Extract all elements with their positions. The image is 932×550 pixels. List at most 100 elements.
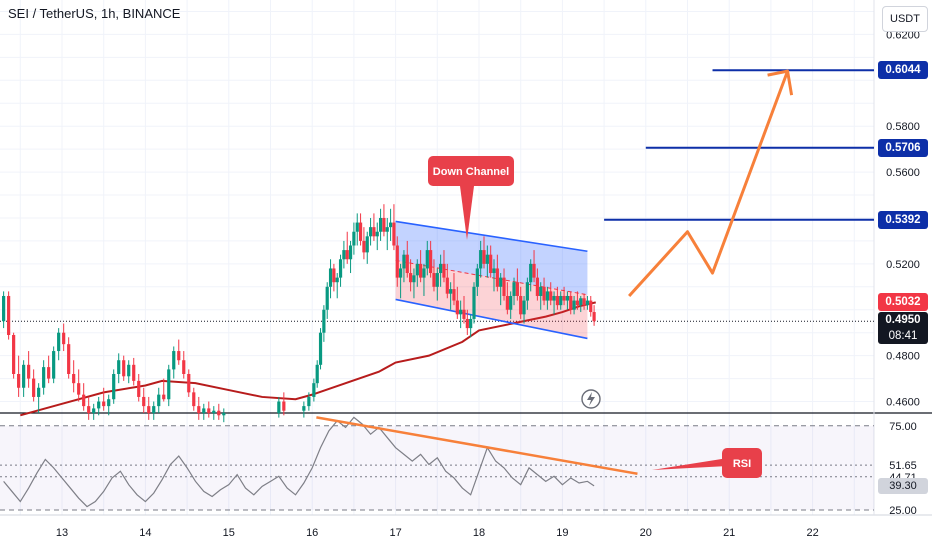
- candle-body: [462, 309, 466, 319]
- candle-body: [187, 373, 191, 393]
- rsi-callout-label: RSI: [733, 458, 751, 470]
- candle-body: [12, 334, 16, 374]
- candle-body: [67, 344, 71, 374]
- candle-body: [322, 309, 326, 333]
- time-tick-label: 14: [139, 527, 151, 539]
- candle-body: [47, 367, 51, 379]
- axes: 0.6200 0.5800 0.5600 0.5200 0.4800 0.4600 13 14…: [56, 29, 920, 539]
- rsi-panel: RSI: [0, 416, 874, 511]
- candle-body: [102, 401, 106, 407]
- candle-body: [348, 245, 353, 260]
- candle-body: [375, 231, 379, 237]
- candle-body: [592, 312, 596, 322]
- icons[interactable]: [581, 389, 601, 409]
- candle-body: [579, 298, 583, 306]
- candle-body: [17, 373, 21, 388]
- candle-body: [62, 332, 66, 345]
- candle-body: [499, 277, 503, 287]
- candle-body: [37, 387, 41, 397]
- candle-body: [92, 408, 96, 413]
- time-tick-label: 16: [306, 527, 318, 539]
- candle-body: [529, 263, 533, 283]
- time-tick-label: 21: [723, 527, 735, 539]
- price-tag-level: 0.6044: [878, 61, 928, 80]
- rsi-callout-box: [722, 448, 762, 478]
- callouts: Down Channel: [428, 156, 514, 240]
- candle-body: [562, 295, 566, 301]
- currency-unit-button[interactable]: USDT: [882, 6, 928, 32]
- candle-body: [412, 275, 416, 283]
- down-channel-callout-pointer: [460, 186, 474, 240]
- candle-body: [512, 282, 516, 296]
- candle-body: [192, 392, 196, 407]
- candle-body: [378, 217, 383, 232]
- candle-body: [452, 289, 456, 301]
- candle-body: [555, 295, 559, 306]
- candle-body: [372, 227, 376, 237]
- candle-body: [395, 245, 399, 278]
- candle-body: [302, 406, 306, 411]
- candle-body: [532, 263, 536, 278]
- candle-body: [152, 406, 156, 413]
- candle-body: [425, 250, 429, 269]
- down-channel-callout-box: [428, 156, 514, 186]
- time-tick-label: 19: [556, 527, 568, 539]
- candle-body: [282, 401, 286, 411]
- candle-body: [465, 318, 469, 329]
- price-tag-ma: 0.5032: [878, 293, 928, 312]
- candle-body: [565, 295, 570, 301]
- price-tick-label: 0.5200: [886, 259, 920, 271]
- bar-countdown: 08:41: [888, 330, 918, 343]
- price-tick-label: 0.4800: [886, 351, 920, 363]
- lightning-bolt-icon: [587, 392, 595, 406]
- price-tag-level: 0.5706: [878, 138, 928, 157]
- candle-body: [358, 222, 363, 241]
- candles: [2, 204, 596, 423]
- candle-body: [355, 222, 359, 232]
- candle-body: [72, 373, 76, 384]
- candle-body: [197, 406, 201, 413]
- candle-body: [365, 236, 369, 253]
- candle-body: [415, 263, 419, 276]
- candle-body: [535, 277, 539, 296]
- price-tag-level: 0.5392: [878, 210, 928, 229]
- candle-body: [419, 263, 423, 278]
- candle-body: [82, 394, 86, 407]
- lightning-circle-icon[interactable]: [581, 389, 601, 409]
- candle-body: [485, 254, 489, 264]
- projection-path: [628, 70, 789, 297]
- time-tick-label: 13: [56, 527, 68, 539]
- channel-upper-line: [395, 220, 588, 253]
- candle-body: [338, 259, 343, 278]
- candle-body: [2, 295, 6, 322]
- candle-body: [362, 240, 366, 253]
- candle-body: [459, 309, 463, 315]
- candle-body: [522, 300, 526, 315]
- candle-body: [439, 263, 443, 274]
- candle-body: [502, 277, 506, 296]
- candle-body: [572, 300, 576, 310]
- candle-body: [177, 351, 181, 361]
- candle-body: [385, 227, 389, 232]
- candle-body: [77, 383, 81, 395]
- candle-body: [212, 410, 216, 413]
- time-tick-label: 18: [473, 527, 485, 539]
- candle-body: [432, 273, 436, 287]
- rsi-tick-label: 51.65: [889, 460, 917, 472]
- candle-body: [495, 268, 499, 287]
- rsi-trendline: [316, 416, 638, 475]
- candle-body: [22, 364, 26, 388]
- price-tick-label: 0.5600: [886, 167, 920, 179]
- candle-body: [539, 286, 543, 296]
- candle-body: [515, 282, 519, 296]
- candle-body: [318, 332, 323, 365]
- candle-body: [312, 383, 316, 397]
- candle-body: [402, 254, 406, 269]
- candle-body: [107, 399, 111, 407]
- candle-body: [32, 378, 36, 397]
- candle-body: [455, 300, 459, 315]
- candle-body: [352, 231, 356, 246]
- candle-body: [315, 364, 319, 384]
- ma-line: [20, 301, 596, 417]
